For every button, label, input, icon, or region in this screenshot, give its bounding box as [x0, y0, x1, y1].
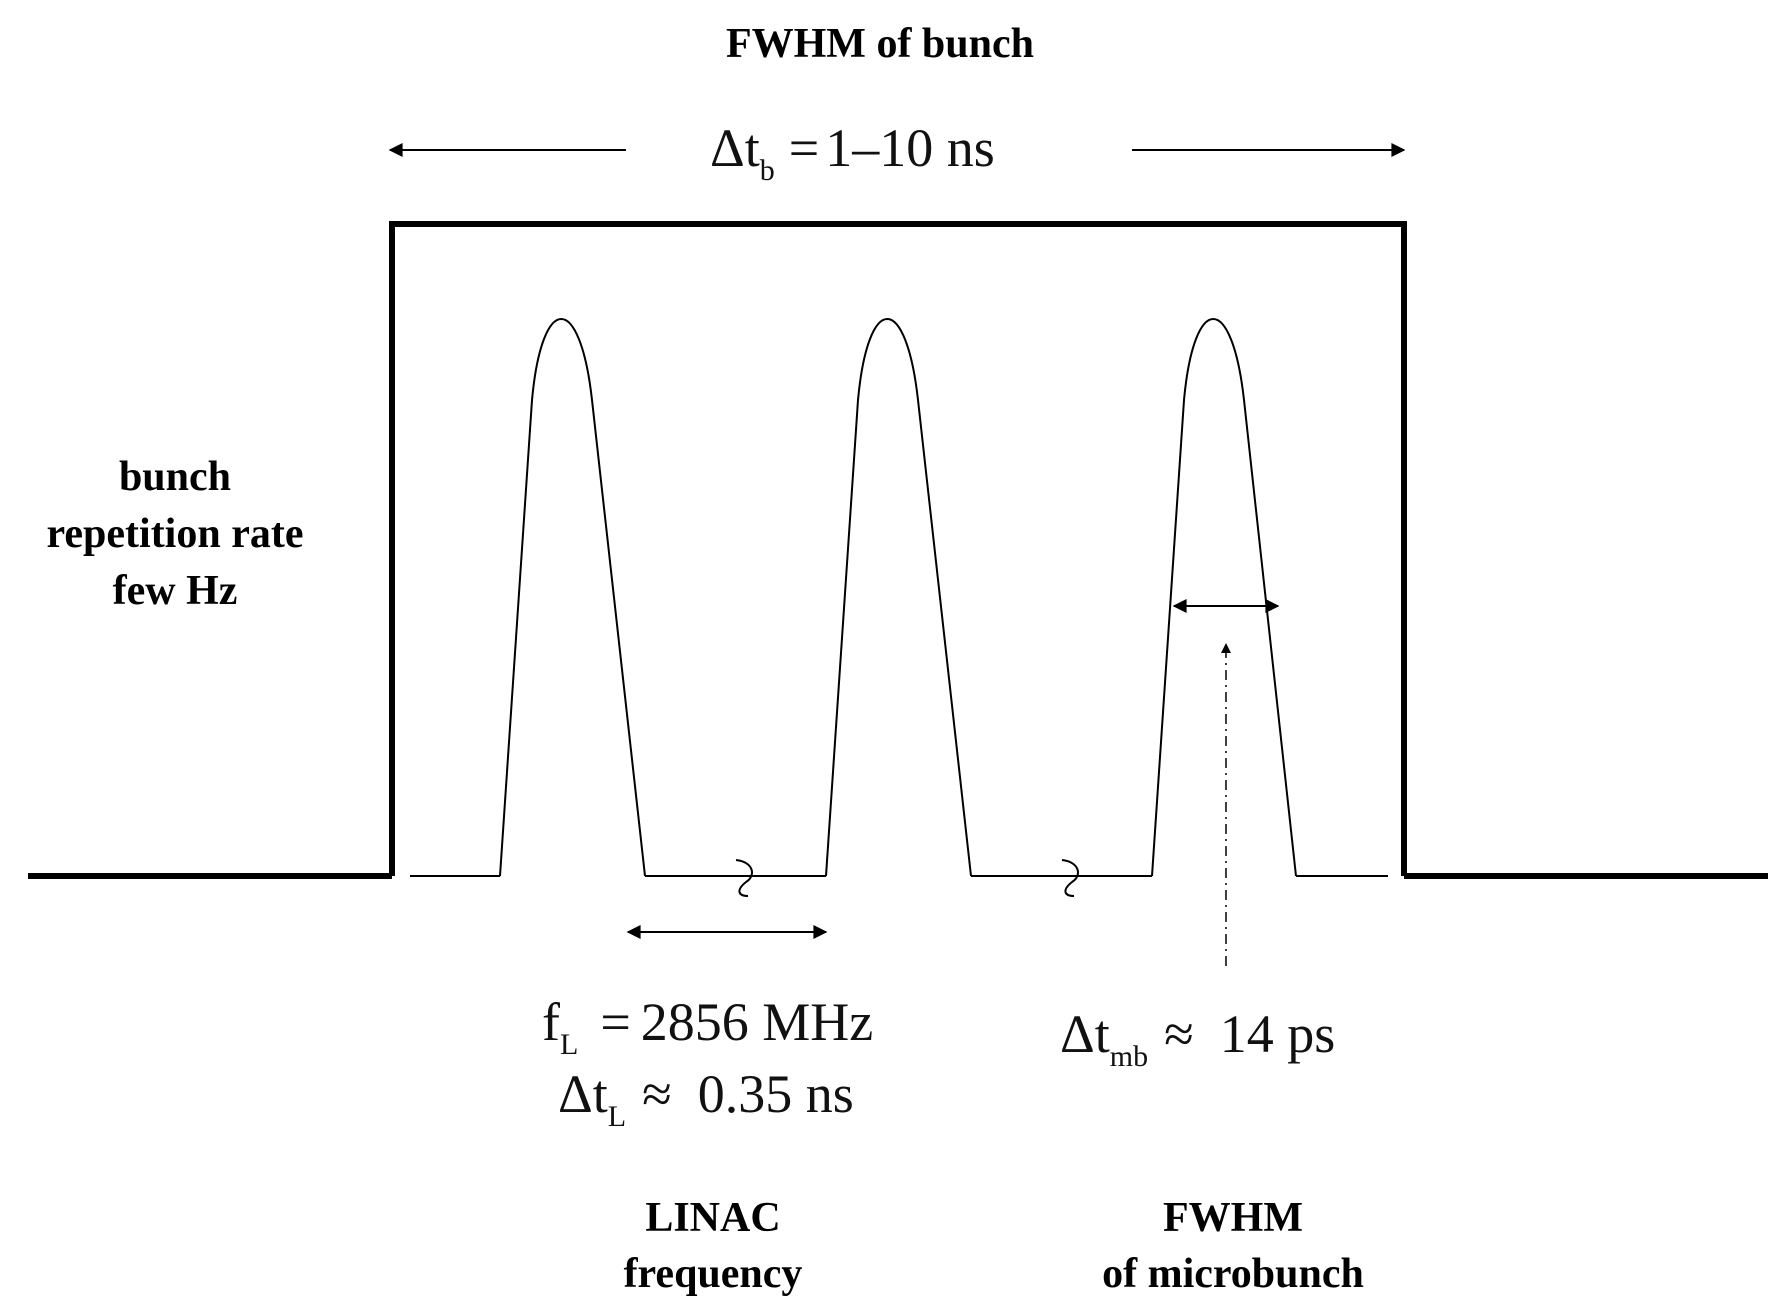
- linac-caption-line1: LINAC: [645, 1195, 780, 1241]
- microbunch-caption-line1: FWHM: [1163, 1195, 1303, 1241]
- bunch-envelope: [389, 221, 1407, 876]
- microbunch-peak-3: [1151, 318, 1297, 877]
- linac-caption-line2: frequency: [624, 1251, 803, 1297]
- microbunch-width-formula: Δtmb ≈14 ps: [1060, 1004, 1335, 1073]
- repetition-label-line2: repetition rate: [47, 511, 304, 557]
- linac-frequency-formula: fL = 2856 MHz: [542, 992, 873, 1061]
- bunch-width-formula: Δtb = 1–10 ns: [710, 118, 995, 187]
- axis-break-mark-1: [735, 859, 753, 897]
- microbunch-peak-1: [499, 318, 646, 877]
- bunch-fwhm-title: FWHM of bunch: [726, 21, 1034, 67]
- microbunch-peak-2: [825, 318, 972, 877]
- repetition-label-line1: bunch: [119, 454, 231, 500]
- repetition-label-line3: few Hz: [113, 568, 238, 614]
- linac-period-formula: ΔtL ≈0.35 ns: [558, 1064, 854, 1133]
- microbunch-caption-line2: of microbunch: [1102, 1251, 1364, 1297]
- axis-break-mark-2: [1061, 859, 1079, 897]
